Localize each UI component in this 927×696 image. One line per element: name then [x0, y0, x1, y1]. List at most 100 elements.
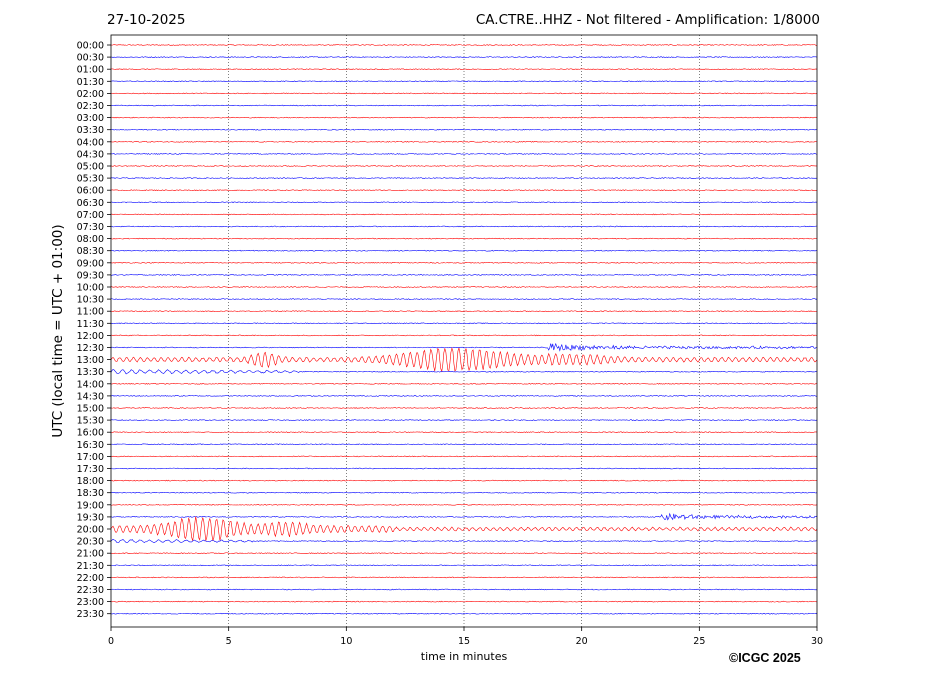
y-tick-label: 01:30: [77, 77, 104, 88]
trace-line: [110, 443, 818, 446]
y-tick-label: 19:00: [77, 500, 104, 511]
y-tick-label: 04:00: [77, 137, 104, 148]
x-tick-label: 30: [811, 636, 823, 647]
y-tick-label: 09:00: [77, 258, 104, 269]
y-tick-label: 18:00: [77, 476, 104, 487]
trace-line: [110, 128, 818, 131]
y-tick-label: 13:30: [77, 367, 104, 378]
y-tick-label: 04:30: [77, 149, 104, 160]
y-axis-label: UTC (local time = UTC + 01:00): [50, 224, 66, 438]
y-tick-label: 14:30: [77, 391, 104, 402]
y-tick-label: 22:00: [77, 573, 104, 584]
y-tick-label: 12:30: [77, 343, 104, 354]
trace-line: [110, 249, 818, 252]
y-tick-label: 21:30: [77, 561, 104, 572]
trace-line: [110, 80, 818, 83]
trace-line: [110, 342, 818, 352]
trace-line: [110, 588, 818, 591]
y-tick-label: 07:30: [77, 222, 104, 233]
y-tick-label: 02:30: [77, 101, 104, 112]
y-tick-label: 14:00: [77, 379, 104, 390]
trace-line: [110, 140, 818, 143]
trace-line: [110, 177, 818, 179]
trace-line: [110, 368, 817, 375]
trace-line: [110, 104, 818, 107]
y-tick-label: 03:30: [77, 125, 104, 136]
trace-line: [110, 261, 818, 264]
y-tick-label: 13:00: [77, 355, 104, 366]
y-tick-label: 23:30: [77, 609, 104, 620]
y-tick-label: 17:00: [77, 452, 104, 463]
trace-line: [110, 479, 817, 482]
y-tick-label: 20:30: [77, 537, 104, 548]
y-tick-label: 05:00: [77, 162, 104, 173]
trace-line: [110, 612, 818, 615]
trace-line: [110, 153, 818, 155]
y-tick-label: 11:00: [77, 307, 104, 318]
trace-line: [110, 467, 818, 470]
trace-line: [110, 382, 818, 385]
x-tick-label: 5: [226, 636, 232, 647]
station-title: CA.CTRE..HHZ - Not filtered - Amplificat…: [475, 12, 820, 28]
trace-line: [110, 504, 818, 506]
trace-line: [110, 491, 818, 494]
y-tick-label: 20:00: [77, 525, 104, 536]
trace-line: [110, 274, 818, 276]
x-tick-label: 15: [458, 636, 470, 647]
y-tick-label: 16:30: [77, 440, 104, 451]
trace-line: [110, 92, 818, 95]
trace-line: [110, 237, 818, 240]
seismic-traces: [110, 44, 818, 615]
y-tick-label: 05:30: [77, 174, 104, 185]
y-tick-label: 10:30: [77, 295, 104, 306]
x-tick-label: 0: [108, 636, 114, 647]
plot-frame: [110, 34, 818, 628]
trace-line: [110, 310, 818, 313]
y-tick-label: 18:30: [77, 488, 104, 499]
y-tick-label: 06:00: [77, 186, 104, 197]
trace-line: [110, 334, 818, 337]
trace-line: [110, 322, 818, 325]
y-tick-label: 21:00: [77, 549, 104, 560]
y-tick-label: 19:30: [77, 512, 104, 523]
trace-line: [110, 68, 818, 71]
x-axis-ticks: 0 5 10 15 20 25 30: [108, 627, 823, 647]
trace-line: [110, 552, 818, 555]
y-tick-label: 03:00: [77, 113, 104, 124]
recording-date: 27-10-2025: [107, 12, 186, 28]
trace-line: [110, 298, 818, 300]
trace-line: [111, 225, 818, 228]
trace-line: [110, 286, 818, 288]
y-tick-label: 22:30: [77, 585, 104, 596]
x-tick-label: 20: [576, 636, 588, 647]
trace-line: [110, 116, 818, 119]
y-tick-label: 11:30: [77, 319, 104, 330]
y-tick-label: 15:30: [77, 416, 104, 427]
trace-line: [110, 407, 818, 409]
y-tick-label: 01:00: [77, 65, 104, 76]
x-axis-label: time in minutes: [420, 650, 508, 663]
trace-line: [110, 600, 818, 603]
trace-line: [110, 56, 818, 58]
trace-line: [110, 44, 818, 46]
trace-line: [110, 189, 818, 192]
trace-line: [110, 213, 818, 216]
y-tick-label: 23:00: [77, 597, 104, 608]
trace-line: [110, 347, 818, 373]
time-grid: [228, 35, 700, 627]
y-tick-label: 06:30: [77, 198, 104, 209]
y-tick-label: 10:00: [77, 283, 104, 294]
trace-line: [110, 431, 818, 434]
trace-line: [110, 516, 818, 541]
y-tick-label: 07:00: [77, 210, 104, 221]
trace-line: [110, 419, 818, 421]
y-tick-label: 09:30: [77, 270, 104, 281]
trace-line: [110, 564, 818, 567]
y-tick-label: 08:30: [77, 246, 104, 257]
trace-line: [110, 576, 818, 579]
trace-line: [110, 455, 818, 458]
trace-line: [110, 538, 818, 544]
y-tick-label: 16:00: [77, 428, 104, 439]
copyright-notice: ©ICGC 2025: [729, 651, 801, 665]
